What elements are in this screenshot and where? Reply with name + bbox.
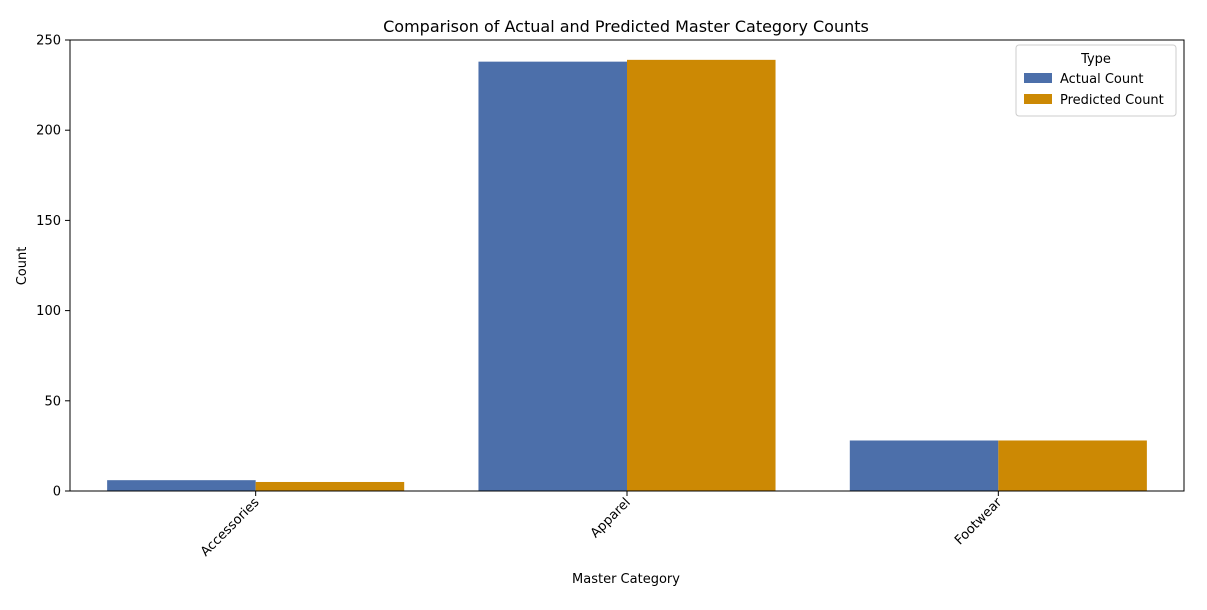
x-tick-label: Footwear <box>952 495 1005 548</box>
bar-actual-count-apparel <box>478 61 627 491</box>
y-tick-label: 150 <box>36 214 61 229</box>
chart-title: Comparison of Actual and Predicted Maste… <box>383 17 869 36</box>
legend-swatch-actual-count <box>1024 73 1052 83</box>
y-tick-label: 250 <box>36 34 61 49</box>
bar-predicted-count-apparel <box>627 59 776 492</box>
y-axis-label: Count <box>15 247 30 286</box>
legend-label-predicted-count: Predicted Count <box>1060 93 1164 108</box>
y-tick-label: 200 <box>36 124 61 139</box>
bar-actual-count-footwear <box>849 440 999 491</box>
bar-actual-count-accessories <box>107 480 256 491</box>
bars-layer <box>107 59 1147 492</box>
x-axis-label: Master Category <box>572 572 680 587</box>
legend-frame <box>1015 44 1177 117</box>
x-tick-label: Accessories <box>198 495 263 560</box>
bar-predicted-count-accessories <box>255 481 405 491</box>
x-tick-label: Apparel <box>588 495 634 541</box>
y-tick-label: 100 <box>36 304 61 319</box>
legend-title: Type <box>1080 52 1111 67</box>
legend-swatch-predicted-count <box>1024 94 1052 104</box>
legend: Type Actual Count Predicted Count <box>1015 44 1177 117</box>
y-tick-label: 50 <box>44 394 61 409</box>
y-tick-label: 0 <box>53 485 61 500</box>
legend-label-actual-count: Actual Count <box>1060 72 1143 87</box>
bar-predicted-count-footwear <box>998 440 1147 491</box>
